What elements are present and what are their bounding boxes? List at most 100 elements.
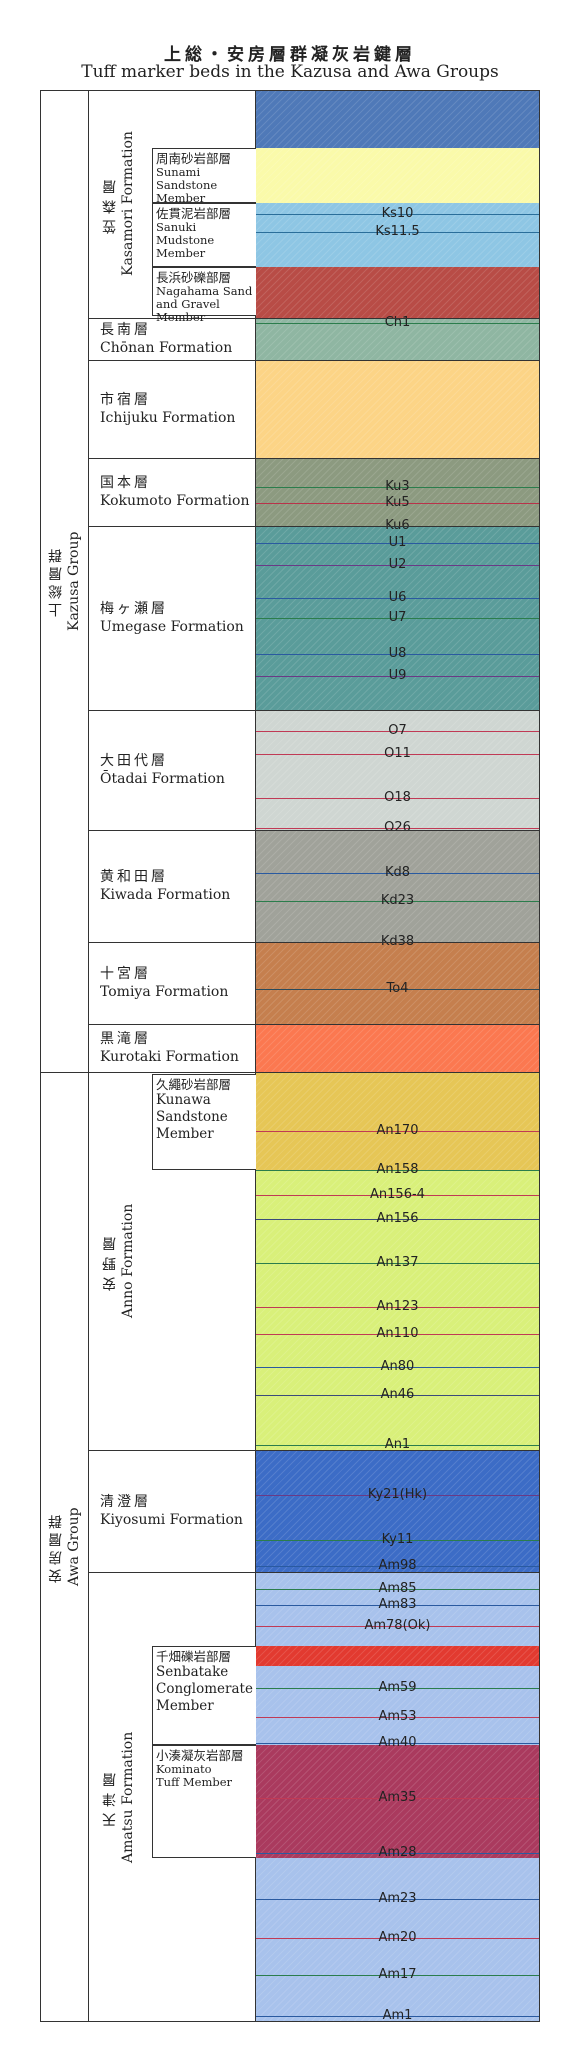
tuff-bed-label: Kd8 xyxy=(384,865,411,880)
tuff-bed-line xyxy=(255,1367,540,1368)
tuff-bed-label: Am59 xyxy=(378,1680,417,1695)
tuff-bed-label: Ku3 xyxy=(385,479,410,494)
member-label: 周南砂岩部層 Sunami Sandstone Member xyxy=(152,148,256,205)
formation-name-english: Amatsu Formation xyxy=(120,1731,136,1863)
member-label: 久繩砂岩部層 Kunawa Sandstone Member xyxy=(152,1074,256,1170)
formation-boundary xyxy=(88,360,540,361)
tuff-bed-label: Am28 xyxy=(378,1845,417,1860)
tuff-bed-label: An156 xyxy=(376,1211,419,1226)
formation-boundary xyxy=(88,1450,540,1451)
formation-boundary xyxy=(88,526,540,527)
member-name-english: Senbatake Conglomerate Member xyxy=(156,1664,253,1714)
tuff-bed-line xyxy=(255,754,540,755)
strata-band xyxy=(255,90,540,148)
tuff-bed-label: U8 xyxy=(388,646,407,661)
member-label: 長浜砂礫部層 Nagahama Sand and Gravel Member xyxy=(152,267,256,324)
formation-label: 市宿層 Ichijuku Formation xyxy=(100,391,253,427)
formation-name-english: Umegase Formation xyxy=(100,619,244,635)
formation-name-english: Kasamori Formation xyxy=(120,131,136,277)
tuff-bed-line xyxy=(255,1938,540,1939)
group-label: 安房層群 Awa Group xyxy=(40,1072,88,2022)
strata-band xyxy=(255,830,540,942)
tuff-bed-label: Ku6 xyxy=(385,518,410,533)
formation-name-english: Kiyosumi Formation xyxy=(100,1512,243,1528)
strata-band xyxy=(255,360,540,458)
tuff-bed-label: An158 xyxy=(376,1162,419,1177)
tuff-bed-line xyxy=(255,565,540,566)
formation-name-english: Ōtadai Formation xyxy=(100,771,225,787)
tuff-bed-label: O11 xyxy=(384,746,411,761)
tuff-bed-line xyxy=(255,989,540,990)
group-name-english: Awa Group xyxy=(66,1507,82,1587)
tuff-bed-label: Ch1 xyxy=(384,315,411,330)
strata-band xyxy=(255,942,540,1024)
tuff-bed-line xyxy=(255,1605,540,1606)
tuff-bed-label: Ky11 xyxy=(381,1532,414,1547)
formation-boundary xyxy=(88,830,540,831)
strata-band xyxy=(255,1745,540,1858)
title-japanese: 上総・安房層群凝灰岩鍵層 xyxy=(164,45,416,65)
tuff-bed-line xyxy=(255,1334,540,1335)
formation-label: 清澄層 Kiyosumi Formation xyxy=(100,1493,253,1529)
tuff-bed-line xyxy=(255,1899,540,1900)
tuff-bed-line xyxy=(255,1626,540,1627)
strata-band xyxy=(255,148,540,203)
formation-label: 黒滝層 Kurotaki Formation xyxy=(100,1030,253,1066)
column-frame xyxy=(40,90,540,2022)
tuff-bed-label: Am78(Ok) xyxy=(364,1618,431,1633)
tuff-bed-label: U6 xyxy=(388,590,407,605)
tuff-bed-label: Am1 xyxy=(382,2008,413,2023)
formation-label: 十宮層 Tomiya Formation xyxy=(100,965,253,1001)
formation-boundary xyxy=(88,710,540,711)
tuff-bed-line xyxy=(255,676,540,677)
strata-band xyxy=(255,1024,540,1072)
tuff-bed-line xyxy=(255,503,540,504)
tuff-bed-line xyxy=(255,323,540,324)
formation-name-japanese: 清澄層 xyxy=(100,1494,151,1510)
tuff-bed-label: Am53 xyxy=(378,1709,417,1724)
tuff-bed-line xyxy=(255,731,540,732)
tuff-bed-label: U2 xyxy=(388,557,407,572)
strata-band xyxy=(255,1666,540,1745)
tuff-bed-label: An137 xyxy=(376,1255,419,1270)
tuff-bed-line xyxy=(255,1743,540,1744)
tuff-bed-line xyxy=(255,1853,540,1854)
tuff-bed-line xyxy=(255,618,540,619)
tuff-bed-line xyxy=(255,1566,540,1567)
tuff-bed-label: U9 xyxy=(388,668,407,683)
tuff-bed-line xyxy=(255,873,540,874)
group-label: 上総層群 Kazusa Group xyxy=(40,90,88,1072)
formation-name-japanese: 梅ヶ瀬層 xyxy=(100,601,168,617)
tuff-bed-line xyxy=(255,1395,540,1396)
tuff-bed-label: Ks11.5 xyxy=(375,224,420,239)
member-name-japanese: 小湊凝灰岩部層 xyxy=(156,1748,244,1763)
strata-band xyxy=(255,710,540,830)
formation-name-english: Kurotaki Formation xyxy=(100,1049,239,1065)
formation-name-japanese: 天津層 xyxy=(102,1767,118,1827)
tuff-bed-line xyxy=(255,1975,540,1976)
formation-boundary xyxy=(88,1072,540,1073)
tuff-bed-label: An80 xyxy=(380,1359,415,1374)
member-name-english: Nagahama Sand and Gravel Member xyxy=(156,284,253,324)
formation-name-japanese: 長南層 xyxy=(100,322,151,338)
strata-band xyxy=(255,318,540,360)
member-name-english: Sunami Sandstone Member xyxy=(156,165,218,205)
formation-label: 笠森層 Kasamori Formation xyxy=(88,90,148,318)
member-name-english: Sanuki Mudstone Member xyxy=(156,220,215,260)
tuff-bed-line xyxy=(255,1589,540,1590)
formation-boundary xyxy=(88,942,540,943)
tuff-bed-line xyxy=(255,1219,540,1220)
tuff-bed-line xyxy=(255,2016,540,2017)
tuff-bed-label: Am23 xyxy=(378,1891,417,1906)
strata-band xyxy=(255,203,540,267)
formation-label: 大田代層 Ōtadai Formation xyxy=(100,752,253,788)
formation-name-japanese: 大田代層 xyxy=(100,753,168,769)
tuff-bed-line xyxy=(255,598,540,599)
tuff-bed-line xyxy=(255,1540,540,1541)
tuff-bed-line xyxy=(255,1131,540,1132)
column-divider xyxy=(255,90,256,2022)
tuff-bed-label: Am85 xyxy=(378,1581,417,1596)
formation-name-english: Anno Formation xyxy=(120,1203,136,1319)
tuff-bed-label: O26 xyxy=(384,820,411,835)
member-name-japanese: 千畑礫岩部層 xyxy=(156,1649,232,1664)
